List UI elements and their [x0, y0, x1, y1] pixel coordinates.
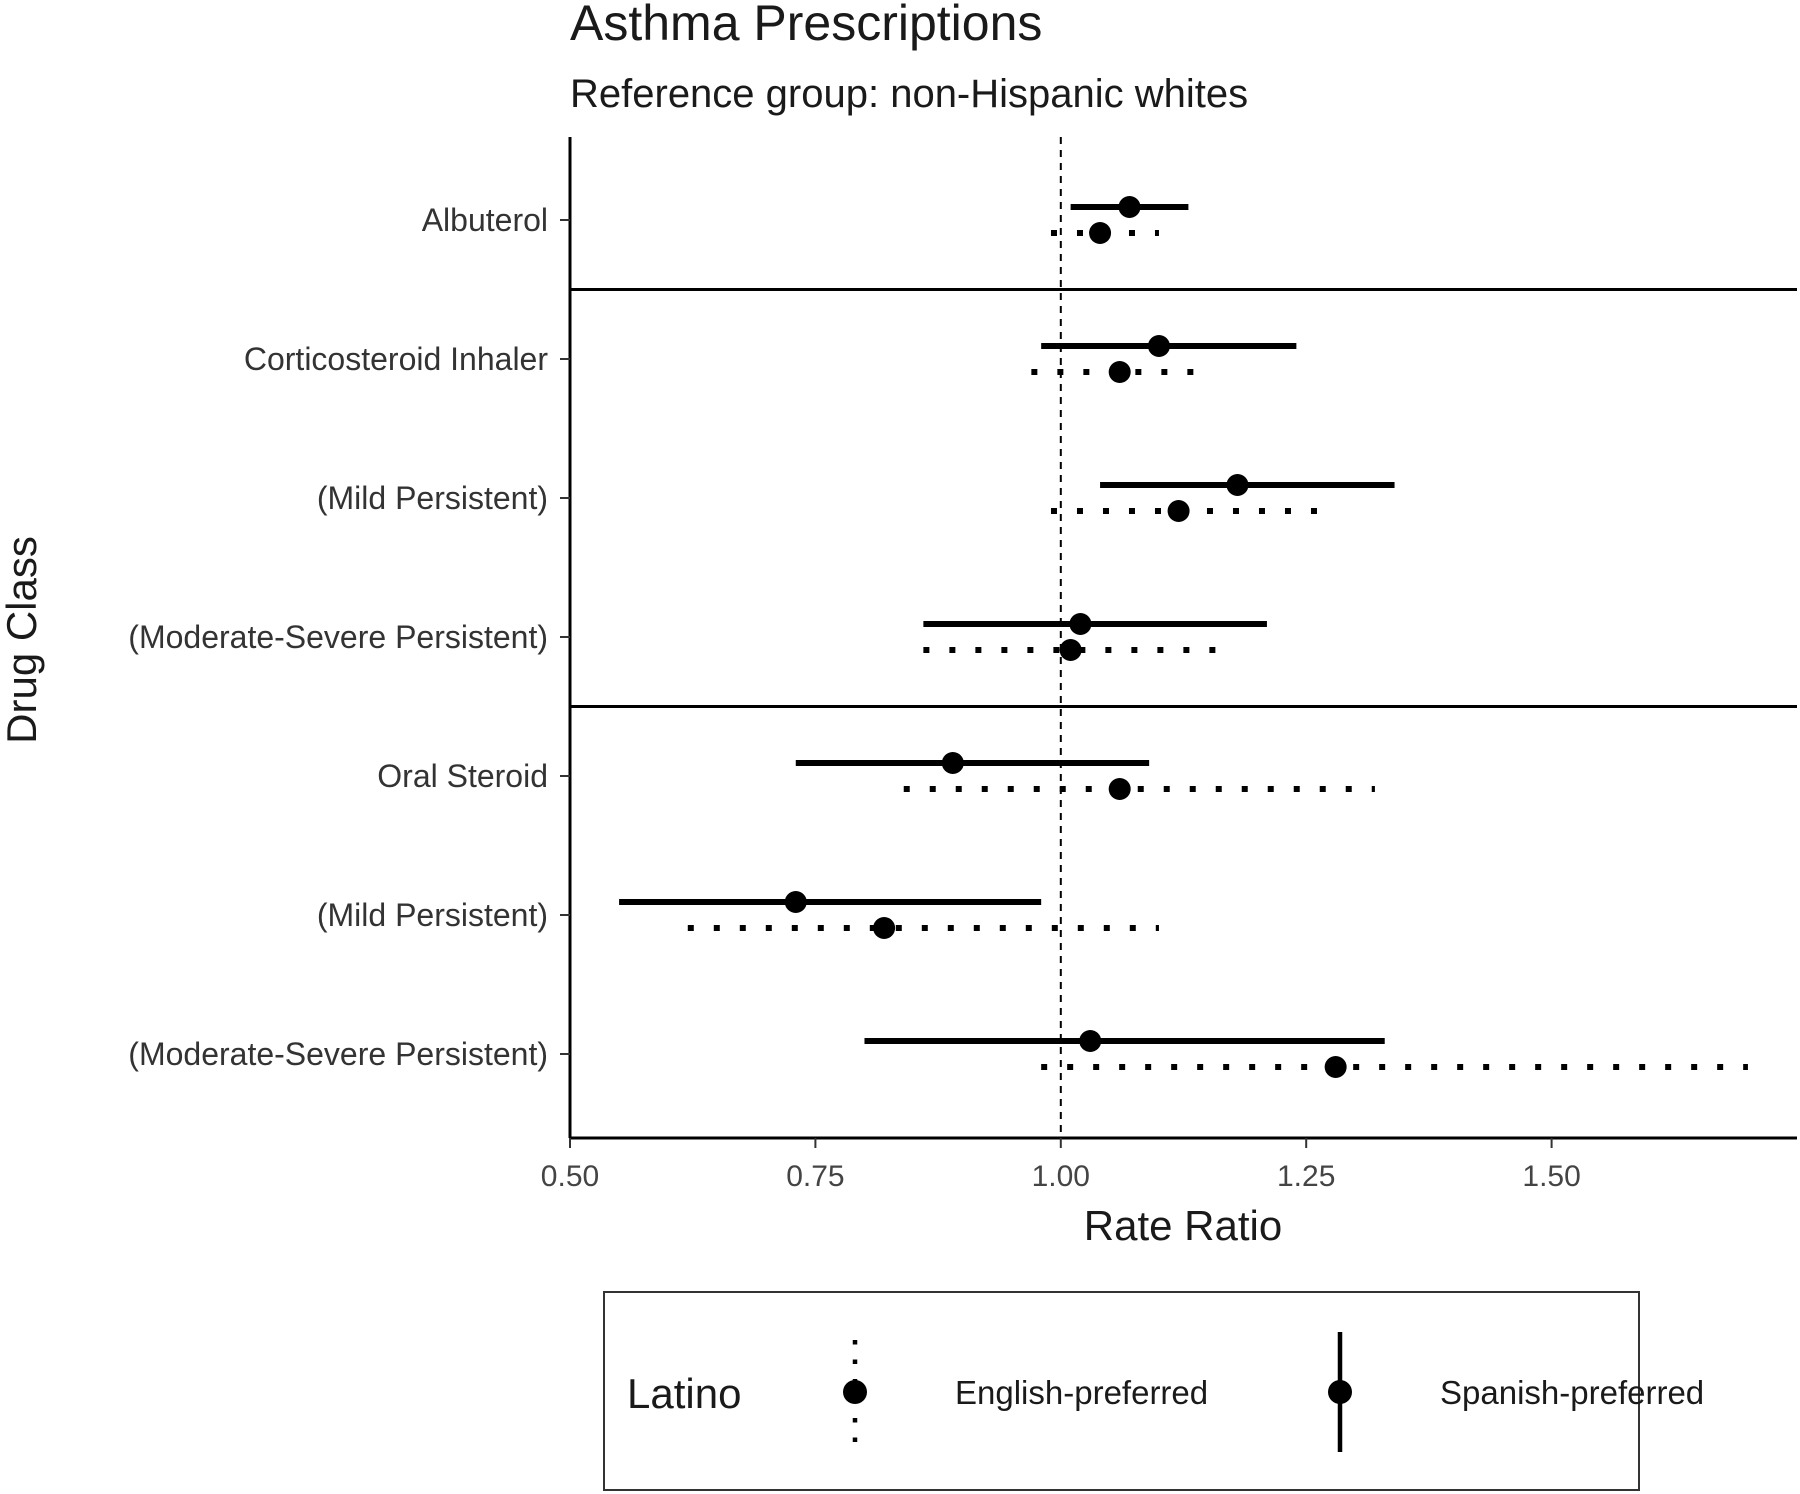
point-english-preferred	[1108, 778, 1131, 800]
y-tick-label: (Moderate-Severe Persistent)	[128, 1036, 548, 1072]
point-english-preferred	[1059, 639, 1082, 661]
legend-label-english-preferred: English-preferred	[955, 1374, 1208, 1411]
point-english-preferred	[873, 917, 896, 939]
point-spanish-preferred	[784, 891, 807, 913]
plot-area: 0.50 0.75 1.00 1.25 1.50 Albuterol Corticoster…	[128, 137, 1797, 1193]
point-spanish-preferred	[1069, 613, 1092, 635]
point-english-preferred	[1089, 222, 1112, 244]
point-spanish-preferred	[1226, 474, 1249, 496]
y-tick-label: Oral Steroid	[377, 758, 548, 794]
point-english-preferred	[1108, 361, 1131, 383]
point-spanish-preferred	[941, 752, 964, 774]
y-tick-label: (Moderate-Severe Persistent)	[128, 619, 548, 655]
y-tick-label: (Mild Persistent)	[317, 897, 548, 933]
y-axis-title: Drug Class	[0, 536, 45, 744]
legend-box	[603, 1291, 1640, 1491]
x-tick-label: 0.75	[786, 1160, 844, 1193]
point-spanish-preferred	[1118, 196, 1141, 218]
legend-key-spanish-preferred	[1328, 1332, 1352, 1452]
point-english-preferred	[1324, 1056, 1347, 1078]
y-tick-label: Corticosteroid Inhaler	[244, 341, 548, 377]
legend-title: Latino	[627, 1370, 741, 1417]
point-spanish-preferred	[1147, 335, 1170, 357]
point-english-preferred	[1167, 500, 1190, 522]
x-tick-label: 1.25	[1277, 1160, 1335, 1193]
y-tick-label: (Mild Persistent)	[317, 480, 548, 516]
x-tick-label: 1.50	[1522, 1160, 1580, 1193]
x-tick-label: 1.00	[1032, 1160, 1090, 1193]
legend-label-spanish-preferred: Spanish-preferred	[1440, 1374, 1704, 1411]
chart-title: Asthma Prescriptions	[570, 0, 1042, 51]
point-spanish-preferred	[1079, 1030, 1102, 1052]
x-tick-label: 0.50	[541, 1160, 599, 1193]
legend: Latino English-preferred Spanish-preferr…	[603, 1291, 1704, 1491]
x-axis-title: Rate Ratio	[1084, 1202, 1282, 1249]
legend-key-english-preferred	[843, 1340, 867, 1452]
chart-subtitle: Reference group: non-Hispanic whites	[570, 72, 1248, 116]
y-tick-label: Albuterol	[422, 202, 548, 238]
